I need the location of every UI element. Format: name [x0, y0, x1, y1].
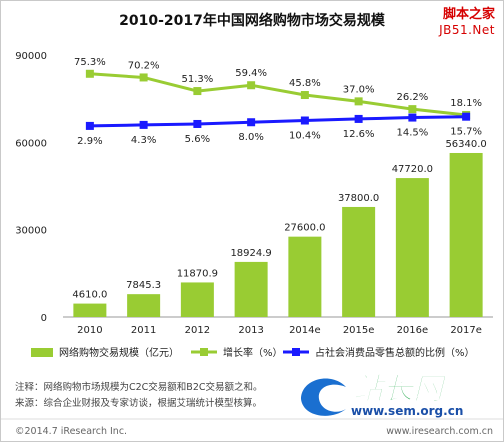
bar: [342, 206, 376, 317]
growth-rate-label: 75.3%: [74, 57, 106, 68]
watermark-logo-url: www.sem.org.cn: [351, 404, 463, 418]
retail-share-line: [89, 115, 467, 128]
bar-data-label: 4610.0: [72, 290, 107, 301]
growth-rate-marker: [354, 97, 363, 106]
retail-share-label: 2.9%: [77, 136, 102, 147]
retail-share-label: 5.6%: [185, 134, 210, 145]
retail-share-marker: [139, 120, 148, 129]
bar: [288, 236, 322, 317]
footnote-source: 来源：综合企业财报及专家访谈，根据艾瑞统计模型核算。: [15, 397, 262, 409]
bar: [180, 282, 214, 317]
retail-share-label: 8.0%: [238, 132, 263, 143]
footnote-note: 注释：网络购物市场规模为C2C交易额和B2C交易额之和。: [15, 381, 263, 393]
retail-share-label: 4.3%: [131, 135, 156, 146]
growth-rate-marker: [408, 105, 417, 114]
bar: [127, 294, 161, 317]
bar-data-label: 56340.0: [445, 139, 486, 150]
retail-share-label: 15.7%: [450, 127, 482, 138]
retail-share-label: 12.6%: [343, 129, 375, 140]
growth-rate-marker: [85, 69, 94, 78]
growth-rate-marker: [300, 91, 309, 100]
growth-rate-marker: [139, 73, 148, 82]
growth-rate-label: 70.2%: [128, 60, 160, 71]
growth-rate-label: 51.3%: [181, 74, 213, 85]
bar-data-label: 47720.0: [392, 164, 433, 175]
watermark-jb51-text: 脚本之家: [442, 7, 495, 22]
growth-rate-label: 37.0%: [343, 84, 375, 95]
retail-share-marker: [193, 119, 202, 128]
legend-growth-marker: [200, 348, 208, 356]
bar-data-label: 7845.3: [126, 280, 161, 291]
footer-copyright: ©2014.7 iResearch Inc.: [15, 426, 127, 437]
legend-bar-label: 网络购物交易规模（亿元）: [59, 346, 179, 359]
x-tick-label: 2012: [185, 325, 210, 336]
y-tick-label: 60000: [15, 138, 47, 149]
x-tick-label: 2017e: [450, 325, 482, 336]
x-tick-label: 2013: [238, 325, 263, 336]
legend-bar-swatch: [31, 348, 53, 357]
bar-data-label: 18924.9: [230, 248, 271, 259]
retail-share-marker: [85, 121, 94, 130]
x-tick-label: 2015e: [343, 325, 375, 336]
retail-share-marker: [300, 116, 309, 125]
growth-rate-marker: [247, 81, 256, 90]
y-tick-label: 90000: [15, 51, 47, 62]
growth-rate-label: 18.1%: [450, 98, 482, 109]
chart-title: 2010-2017年中国网络购物市场交易规模: [119, 12, 386, 29]
legend-share-marker: [292, 348, 300, 356]
retail-share-label: 14.5%: [396, 128, 428, 139]
bar: [395, 178, 429, 317]
y-tick-label: 30000: [15, 226, 47, 237]
watermark-jb51-url: JB51.Net: [439, 23, 495, 37]
legend-share-label: 占社会消费品零售总额的比例（%）: [315, 346, 475, 359]
x-tick-label: 2010: [77, 325, 102, 336]
bar: [73, 303, 107, 317]
x-tick-label: 2016e: [397, 325, 429, 336]
retail-share-label: 10.4%: [289, 131, 321, 142]
growth-rate-label: 26.2%: [396, 92, 428, 103]
retail-share-marker: [354, 114, 363, 123]
growth-rate-label: 59.4%: [235, 68, 267, 79]
bar-data-label: 11870.9: [177, 268, 218, 279]
bar-data-label: 37800.0: [338, 193, 379, 204]
retail-share-marker: [247, 118, 256, 127]
watermark-swirl-icon: [301, 378, 346, 416]
growth-rate-marker: [193, 87, 202, 96]
x-tick-label: 2011: [131, 325, 156, 336]
bar-data-label: 27600.0: [284, 223, 325, 234]
growth-rate-line: [89, 72, 467, 117]
footer-url: www.iresearch.com.cn: [386, 426, 493, 437]
x-tick-label: 2014e: [289, 325, 321, 336]
bar: [449, 152, 483, 317]
retail-share-marker: [462, 112, 471, 121]
retail-share-marker: [408, 113, 417, 122]
legend-growth-label: 增长率（%）: [223, 346, 283, 359]
y-tick-label: 0: [41, 313, 47, 324]
growth-rate-label: 45.8%: [289, 78, 321, 89]
bar: [234, 261, 268, 317]
watermark-logo-text: 站长网: [353, 372, 447, 407]
